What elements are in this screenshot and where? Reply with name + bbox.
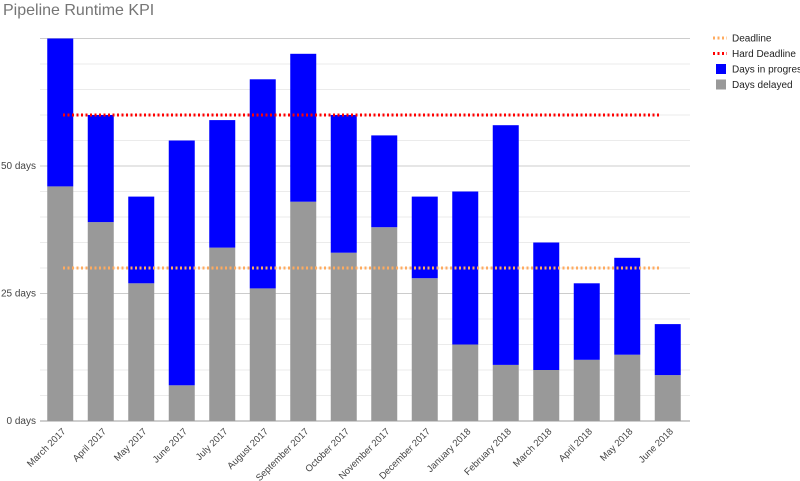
bar-days-delayed — [168, 385, 195, 421]
x-tick-label: June 2018 — [637, 426, 676, 465]
legend-swatch — [716, 79, 726, 90]
bar-days-in-progress — [533, 242, 560, 370]
bar-days-delayed — [411, 278, 438, 421]
x-axis-labels: March 2017 April 2017 May 2017 June 2017 Jul… — [25, 426, 676, 481]
bar-days-in-progress — [654, 324, 681, 376]
bar-days-delayed — [47, 186, 74, 421]
x-tick-label: April 2017 — [71, 426, 109, 464]
bar-days-in-progress — [371, 135, 398, 228]
bar-days-in-progress — [330, 115, 357, 253]
y-tick-label: 50 days — [1, 161, 36, 172]
bar-days-delayed — [209, 247, 236, 421]
bar-days-delayed — [573, 359, 600, 421]
bar-days-in-progress — [128, 196, 155, 284]
bar-days-in-progress — [573, 283, 600, 360]
bar-days-in-progress — [168, 140, 195, 386]
bar-days-in-progress — [411, 196, 438, 279]
bar-days-delayed — [128, 283, 155, 421]
bar-days-in-progress — [47, 38, 74, 187]
bars — [47, 38, 681, 421]
x-tick-label: March 2017 — [25, 426, 68, 469]
bar-days-in-progress — [87, 115, 114, 223]
legend-label: Days in progress — [732, 65, 800, 76]
x-tick-label: July 2017 — [194, 426, 231, 463]
bar-days-delayed — [533, 370, 560, 421]
y-tick-label: 25 days — [1, 289, 36, 300]
x-tick-label: June 2017 — [151, 426, 190, 465]
y-tick-label: 0 days — [7, 416, 36, 427]
bar-days-in-progress — [492, 125, 519, 365]
bar-days-in-progress — [249, 79, 276, 289]
x-tick-label: March 2018 — [511, 426, 554, 469]
bar-days-in-progress — [209, 120, 236, 248]
bar-days-delayed — [290, 201, 317, 421]
x-tick-label: May 2017 — [112, 426, 149, 463]
bar-days-delayed — [371, 227, 398, 421]
reference-lines — [63, 113, 660, 270]
bar-days-delayed — [249, 288, 276, 421]
legend-swatch — [716, 64, 726, 74]
legend-label: Deadline — [732, 34, 772, 45]
legend-label: Hard Deadline — [732, 49, 796, 60]
bar-days-in-progress — [290, 53, 317, 202]
legend: Deadline Hard Deadline Days in progress Day… — [713, 34, 800, 91]
bar-days-delayed — [654, 375, 681, 421]
x-tick-label: May 2018 — [598, 426, 635, 463]
bar-days-delayed — [614, 354, 641, 421]
legend-label: Days delayed — [732, 80, 793, 91]
bar-days-delayed — [452, 344, 479, 421]
bar-days-delayed — [492, 364, 519, 421]
bar-days-in-progress — [614, 257, 641, 355]
x-tick-label: April 2018 — [557, 426, 595, 464]
y-axis-ticks: 0 days 25 days 50 days — [1, 161, 36, 427]
bar-days-delayed — [330, 252, 357, 421]
bar-days-delayed — [87, 222, 114, 421]
chart-title: Pipeline Runtime KPI — [3, 2, 154, 19]
